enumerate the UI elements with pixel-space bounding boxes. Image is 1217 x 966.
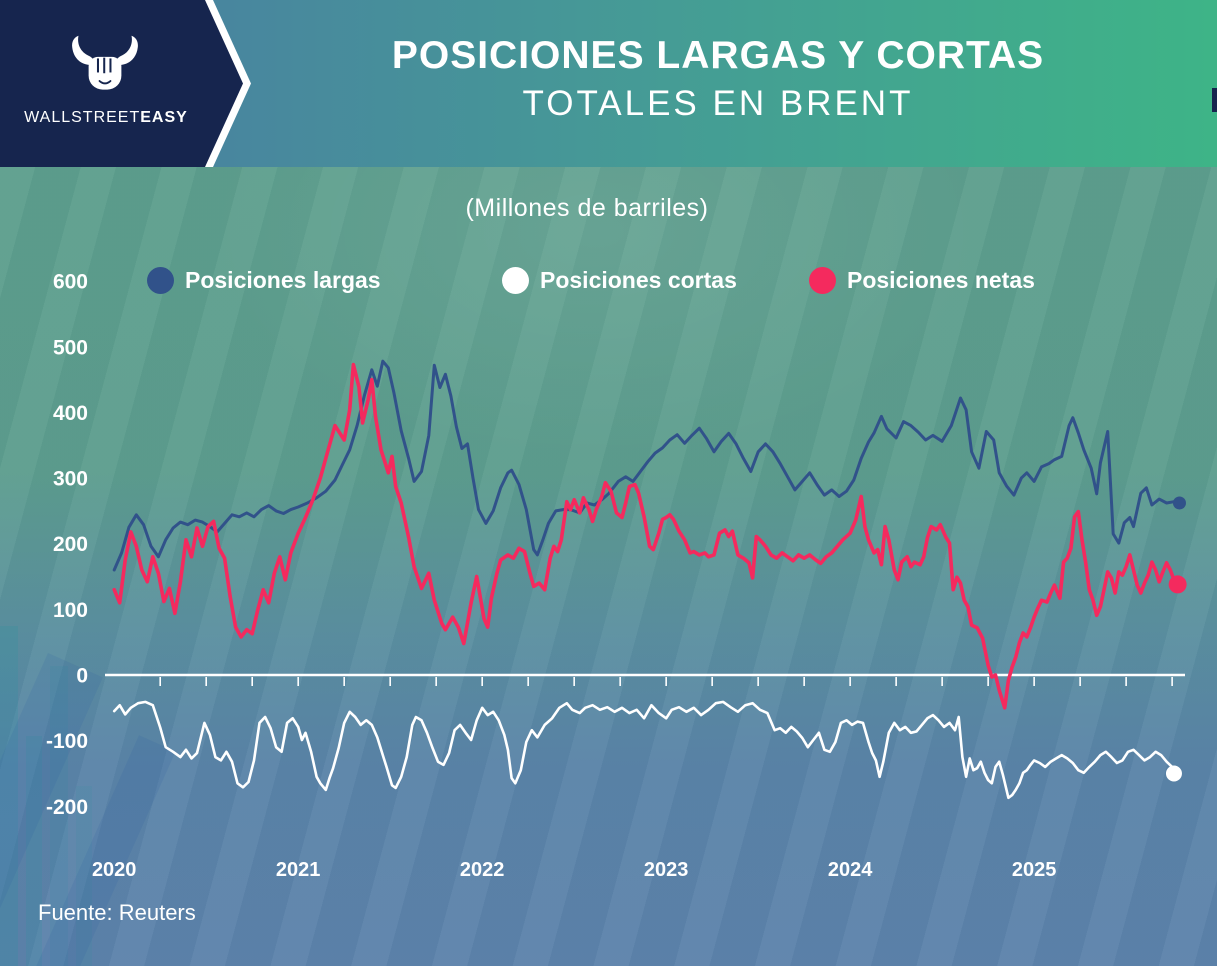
series-line-posiciones-cortas [112, 700, 1176, 800]
legend-label: Posiciones netas [847, 267, 1035, 293]
background-bar-decoration [26, 736, 42, 966]
y-axis-label: 300 [53, 468, 88, 491]
x-axis-label: 2020 [92, 859, 137, 881]
y-axis-label: 200 [53, 533, 88, 556]
brand-name: WALLSTREETEASY [0, 109, 212, 127]
background-bar-decoration [76, 786, 92, 966]
background-bar-decoration [0, 626, 18, 966]
y-axis-label: 600 [53, 271, 88, 294]
x-axis-label: 2022 [460, 859, 505, 881]
legend-dot-largas-icon [147, 267, 174, 294]
background-texture [0, 167, 1217, 966]
y-axis-label: -200 [46, 796, 88, 819]
legend-dot-netas-icon [809, 267, 836, 294]
legend-item-posiciones-cortas: Posiciones cortas [502, 267, 737, 294]
brand-name-bold: EASY [140, 109, 188, 126]
legend-dot-cortas-icon [502, 267, 529, 294]
page-subtitle: TOTALES EN BRENT [522, 84, 914, 123]
series-end-dot-posiciones-netas [1168, 575, 1187, 594]
series-line-posiciones-netas [112, 362, 1180, 710]
y-axis-label: -100 [46, 730, 88, 753]
x-axis-label: 2023 [644, 859, 689, 881]
x-axis-label: 2025 [1012, 859, 1057, 881]
y-axis-label: 0 [76, 665, 88, 688]
series-end-dot-posiciones-largas [1172, 496, 1186, 510]
page-title: POSICIONES LARGAS Y CORTAS [391, 34, 1045, 77]
legend-item-posiciones-largas: Posiciones largas [147, 267, 381, 294]
series-line-posiciones-largas [112, 359, 1181, 572]
header-titles: POSICIONES LARGAS Y CORTAS TOTALES EN BR… [247, 0, 1189, 167]
legend-label: Posiciones largas [185, 267, 381, 293]
header-edge-notch [1212, 88, 1217, 112]
background-bar-decoration [50, 666, 68, 966]
y-axis-label: 400 [53, 402, 88, 425]
legend-label: Posiciones cortas [540, 267, 737, 293]
series-end-dot-posiciones-cortas [1165, 765, 1182, 782]
chart-units-label: (Millones de barriles) [465, 194, 709, 222]
header-banner: POSICIONES LARGAS Y CORTAS TOTALES EN BR… [0, 0, 1217, 167]
source-label: Fuente: Reuters [38, 900, 196, 925]
y-axis-label: 500 [53, 336, 88, 359]
x-axis-label: 2021 [276, 859, 321, 881]
y-axis-label: 100 [53, 599, 88, 622]
background-texture [0, 167, 1217, 966]
brand-block: WALLSTREETEASY [0, 0, 243, 167]
bull-logo-icon [72, 35, 138, 90]
brand-name-light: WALLSTREET [24, 109, 141, 126]
chart-area: (Millones de barriles) Posiciones largas… [0, 167, 1217, 966]
x-axis-label: 2024 [828, 859, 873, 881]
legend-item-posiciones-netas: Posiciones netas [809, 267, 1035, 294]
